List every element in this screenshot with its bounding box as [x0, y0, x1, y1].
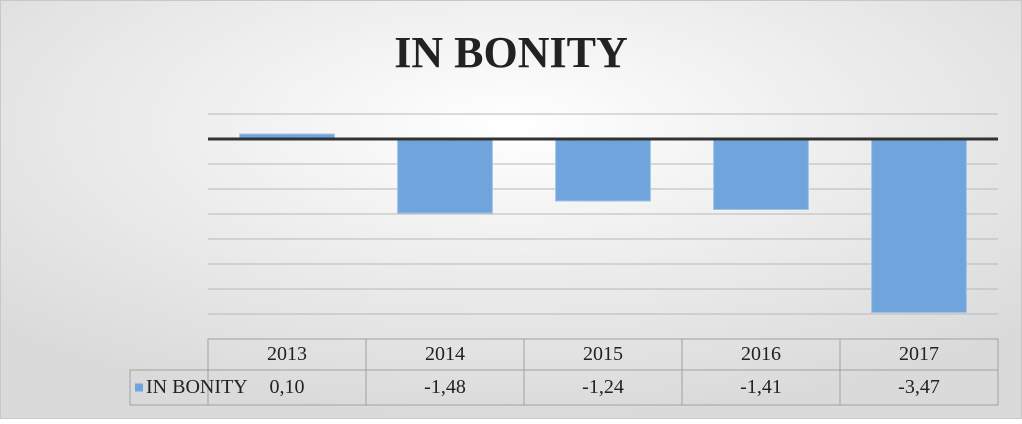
x-tick-label: 2016 [741, 343, 781, 365]
table-data-row [129, 369, 999, 406]
bar [871, 138, 967, 313]
data-label: -1,48 [424, 376, 466, 398]
bar [555, 138, 651, 202]
x-tick-label: 2017 [899, 343, 939, 365]
x-tick-label: 2015 [583, 343, 623, 365]
x-tick-label: 2014 [425, 343, 465, 365]
data-label: -1,41 [740, 376, 782, 398]
bar [397, 138, 493, 214]
data-label: -3,47 [898, 376, 940, 398]
data-label: -1,24 [582, 376, 624, 398]
chart-title: IN BONITY [394, 28, 628, 77]
bar [713, 138, 809, 210]
legend-swatch [135, 383, 143, 392]
data-label: 0,10 [270, 376, 305, 398]
legend-label: IN BONITY [146, 376, 248, 398]
x-tick-label: 2013 [267, 343, 307, 365]
